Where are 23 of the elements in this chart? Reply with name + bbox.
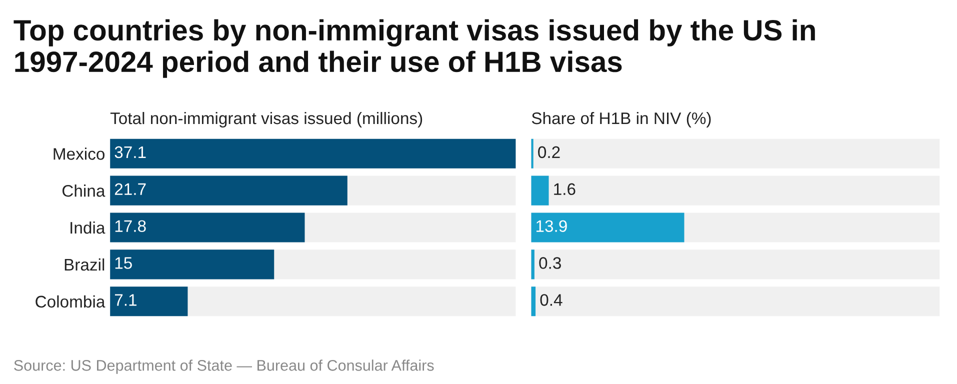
data-label: 1.6 bbox=[554, 183, 576, 196]
y-tick-label: Mexico bbox=[54, 148, 104, 160]
y-tick-label: Brazil bbox=[64, 258, 104, 271]
data-label: 0.4 bbox=[540, 294, 562, 306]
bar bbox=[531, 250, 534, 280]
data-label: 7.1 bbox=[114, 294, 136, 306]
y-tick-label: India bbox=[70, 221, 106, 234]
bar bbox=[110, 286, 188, 316]
data-label: 17.8 bbox=[115, 220, 146, 232]
y-tick-label: Colombia bbox=[36, 295, 106, 308]
bar bbox=[531, 286, 536, 316]
source-note: Source: US Department of State — Bureau of Consular Affairs bbox=[14, 360, 434, 374]
data-label: 21.7 bbox=[114, 183, 146, 195]
data-label: 13.9 bbox=[536, 220, 567, 232]
data-label: 0.3 bbox=[539, 257, 561, 269]
chart-subtitle: Total non-immigrant visas issued (millions) bbox=[110, 112, 422, 128]
chart-subtitle: Share of H1B in NIV (%) bbox=[532, 112, 711, 128]
data-label: 15 bbox=[115, 257, 132, 269]
chart-title: Top countries by non-immigrant visas issued by the US in 1997-2024 period and their use of H1B visas bbox=[14, 19, 815, 78]
data-label: 37.1 bbox=[114, 146, 146, 158]
y-tick-label: China bbox=[62, 184, 106, 197]
data-label: 0.2 bbox=[538, 146, 560, 158]
bar bbox=[531, 176, 549, 206]
